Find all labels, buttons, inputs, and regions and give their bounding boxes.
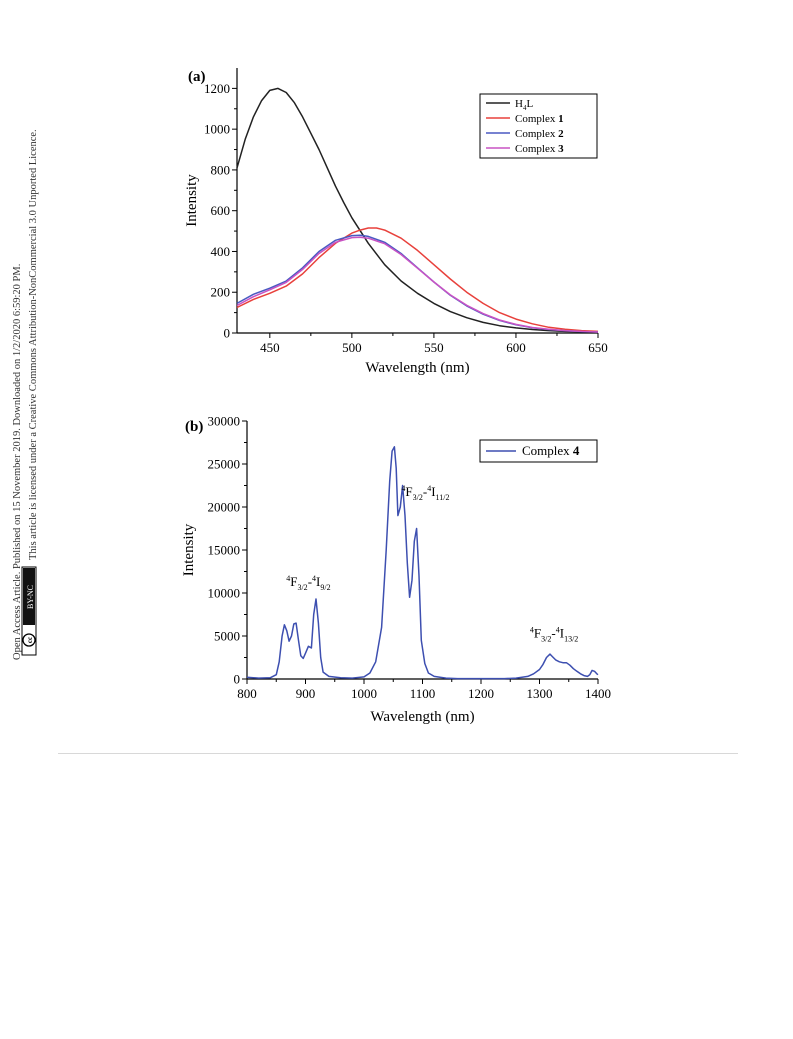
y-axis-label: Intensity: [181, 523, 197, 576]
x-tick-label: 650: [588, 340, 608, 355]
panel-label: (b): [185, 419, 203, 435]
y-axis-label: Intensity: [184, 174, 200, 227]
y-tick-label: 1200: [204, 81, 230, 96]
y-tick-label: 1000: [204, 122, 230, 137]
legend-entry-label: Complex 3: [515, 143, 564, 155]
y-tick-label: 15000: [208, 543, 241, 558]
legend-box: [479, 439, 598, 463]
series-line-1: [246, 446, 599, 680]
y-tick-label: 400: [211, 244, 231, 259]
x-tick-label: 500: [342, 340, 362, 355]
y-tick-label: 0: [224, 326, 231, 341]
x-tick-label: 600: [506, 340, 526, 355]
y-tick-label: 20000: [208, 500, 241, 515]
panel-label: (a): [188, 69, 206, 85]
x-tick-label: 1200: [468, 686, 494, 701]
transition-annotation: 4F3/2-4I13/2: [530, 626, 578, 644]
chart-panel-b: 800 900 1000 1100 1200 1300 1400 0 5000 10000 1500…: [181, 414, 611, 726]
transition-annotation: 4F3/2-4I11/2: [401, 484, 449, 502]
transition-annotation: 4F3/2-4I9/2: [286, 574, 330, 592]
y-tick-label: 5000: [214, 629, 240, 644]
x-tick-label: 1000: [351, 686, 377, 701]
page-divider: [58, 753, 738, 754]
legend-box: [479, 93, 598, 159]
x-axis-label: Wavelength (nm): [370, 709, 474, 725]
legend-entry-label: Complex 4: [522, 443, 580, 458]
x-tick-label: 450: [260, 340, 280, 355]
y-tick-label: 30000: [208, 414, 241, 429]
y-tick-label: 10000: [208, 586, 241, 601]
chart-panel-a: 450 500 550 600 650 0 200 400 600 800 1000 1200 Wave…: [184, 68, 608, 376]
y-tick-label: 200: [211, 285, 231, 300]
x-tick-label: 800: [237, 686, 257, 701]
x-tick-label: 900: [296, 686, 316, 701]
x-axis-label: Wavelength (nm): [365, 360, 469, 376]
x-tick-label: 1400: [585, 686, 611, 701]
series-line-4: [236, 236, 599, 333]
x-tick-label: 1300: [527, 686, 553, 701]
legend-entry-label: Complex 2: [515, 128, 564, 140]
y-tick-label: 600: [211, 203, 231, 218]
y-tick-label: 0: [234, 672, 241, 687]
y-tick-label: 25000: [208, 457, 241, 472]
legend-entry-label: H4L: [515, 98, 533, 112]
x-tick-label: 550: [424, 340, 444, 355]
y-tick-label: 800: [211, 162, 231, 177]
legend-entry-label: Complex 1: [515, 113, 564, 125]
x-tick-label: 1100: [410, 686, 436, 701]
series-line-2: [236, 227, 599, 333]
